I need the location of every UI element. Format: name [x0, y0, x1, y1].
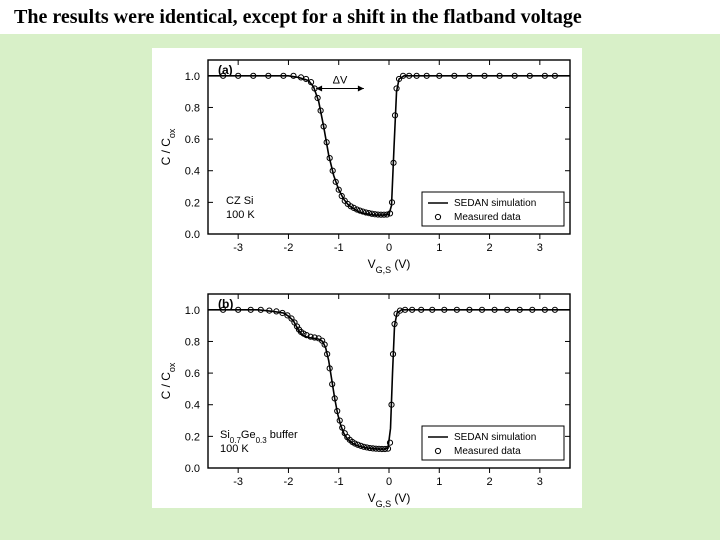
- svg-text:SEDAN simulation: SEDAN simulation: [454, 432, 536, 443]
- svg-text:0.0: 0.0: [185, 229, 200, 241]
- svg-text:1.0: 1.0: [185, 305, 200, 317]
- svg-text:1: 1: [436, 242, 442, 254]
- slide: The results were identical, except for a…: [0, 0, 720, 540]
- svg-text:-2: -2: [284, 242, 294, 254]
- svg-text:1: 1: [436, 476, 442, 488]
- cv-charts: -3 -2 -1 0 1 2 3 0.0 0.2 0.4 0.6 0.8 1.0 C / Cox VG,S …: [152, 48, 582, 508]
- svg-text:3: 3: [537, 476, 543, 488]
- svg-text:0.8: 0.8: [185, 102, 200, 114]
- svg-text:0.2: 0.2: [185, 431, 200, 443]
- svg-text:0.4: 0.4: [185, 166, 200, 178]
- svg-text:Measured data: Measured data: [454, 212, 521, 223]
- svg-text:2: 2: [486, 476, 492, 488]
- svg-text:3: 3: [537, 242, 543, 254]
- svg-text:0: 0: [386, 476, 392, 488]
- svg-text:-3: -3: [233, 476, 243, 488]
- svg-text:SEDAN simulation: SEDAN simulation: [454, 198, 536, 209]
- svg-text:C / Cox: C / Cox: [159, 362, 177, 399]
- svg-text:-3: -3: [233, 242, 243, 254]
- svg-text:VG,S (V): VG,S (V): [368, 257, 411, 275]
- svg-text:2: 2: [486, 242, 492, 254]
- svg-text:VG,S (V): VG,S (V): [368, 491, 411, 508]
- svg-text:0.6: 0.6: [185, 368, 200, 380]
- svg-text:CZ Si: CZ Si: [226, 195, 254, 207]
- svg-text:Measured data: Measured data: [454, 446, 521, 457]
- slide-title: The results were identical, except for a…: [0, 6, 720, 29]
- svg-text:0.0: 0.0: [185, 463, 200, 475]
- svg-text:0.8: 0.8: [185, 336, 200, 348]
- svg-text:100 K: 100 K: [220, 443, 249, 455]
- svg-text:-1: -1: [334, 242, 344, 254]
- svg-text:1.0: 1.0: [185, 71, 200, 83]
- svg-text:0: 0: [386, 242, 392, 254]
- svg-text:-1: -1: [334, 476, 344, 488]
- svg-text:-2: -2: [284, 476, 294, 488]
- svg-text:0.6: 0.6: [185, 134, 200, 146]
- svg-text:ΔV: ΔV: [333, 74, 348, 86]
- svg-text:0.2: 0.2: [185, 197, 200, 209]
- chart-area: -3 -2 -1 0 1 2 3 0.0 0.2 0.4 0.6 0.8 1.0 C / Cox VG,S …: [152, 48, 582, 508]
- svg-text:100 K: 100 K: [226, 209, 255, 221]
- svg-text:0.4: 0.4: [185, 400, 200, 412]
- svg-text:C / Cox: C / Cox: [159, 128, 177, 165]
